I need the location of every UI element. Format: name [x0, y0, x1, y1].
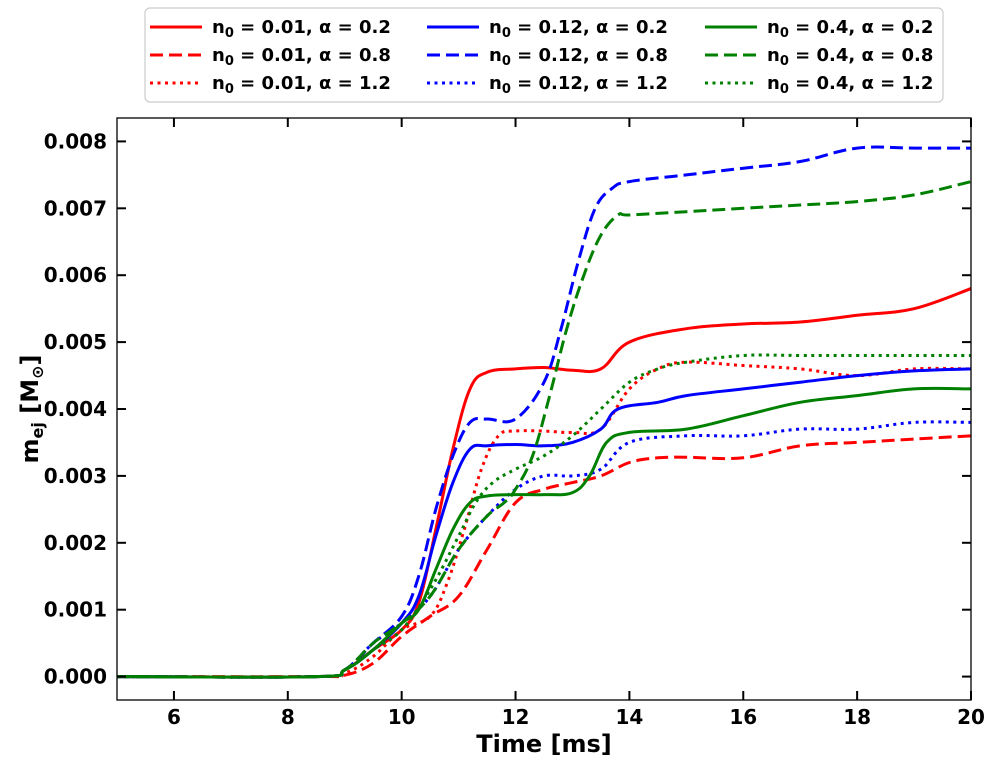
legend-entry: n0 = 0.12, α = 0.8	[489, 45, 668, 69]
y-tick-label: 0.003	[44, 464, 107, 488]
y-tick-label: 0.001	[44, 598, 107, 622]
series-line-1	[117, 287, 971, 679]
y-tick-label: 0.008	[44, 129, 107, 153]
legend-entry: n0 = 0.01, α = 1.2	[212, 73, 391, 97]
y-tick-label: 0.004	[44, 397, 107, 421]
series-line-8	[117, 180, 971, 679]
legend-entry: n0 = 0.4, α = 0.2	[767, 17, 933, 41]
y-tick-label: 0.000	[44, 665, 107, 689]
x-tick-label: 14	[615, 705, 643, 729]
x-tick-label: 6	[167, 705, 181, 729]
series-line-6	[117, 420, 971, 679]
x-tick-label: 12	[502, 705, 530, 729]
legend-entry: n0 = 0.12, α = 0.2	[489, 17, 668, 41]
series-line-2	[117, 434, 971, 679]
series-line-5	[117, 145, 971, 679]
legend-entry: n0 = 0.4, α = 1.2	[767, 73, 933, 97]
series-line-9	[117, 353, 971, 679]
y-tick-label: 0.005	[44, 330, 107, 354]
x-tick-label: 16	[729, 705, 757, 729]
legend-entry: n0 = 0.12, α = 1.2	[489, 73, 668, 97]
legend-box	[144, 7, 944, 103]
y-axis-label: mej [M⊙]	[16, 355, 47, 464]
y-tick-label: 0.006	[44, 263, 107, 287]
x-tick-label: 10	[388, 705, 416, 729]
y-tick-label: 0.002	[44, 531, 107, 555]
x-tick-label: 18	[843, 705, 871, 729]
x-tick-label: 8	[281, 705, 295, 729]
series-line-3	[117, 360, 971, 679]
plot-frame	[116, 117, 972, 701]
x-axis-label: Time [ms]	[476, 730, 611, 758]
x-tick-label: 20	[957, 705, 985, 729]
y-tick-label: 0.007	[44, 196, 107, 220]
legend-entry: n0 = 0.01, α = 0.2	[212, 17, 391, 41]
legend-entry: n0 = 0.4, α = 0.8	[767, 45, 933, 69]
series-line-7	[117, 386, 971, 679]
legend-entry: n0 = 0.01, α = 0.8	[212, 45, 391, 69]
